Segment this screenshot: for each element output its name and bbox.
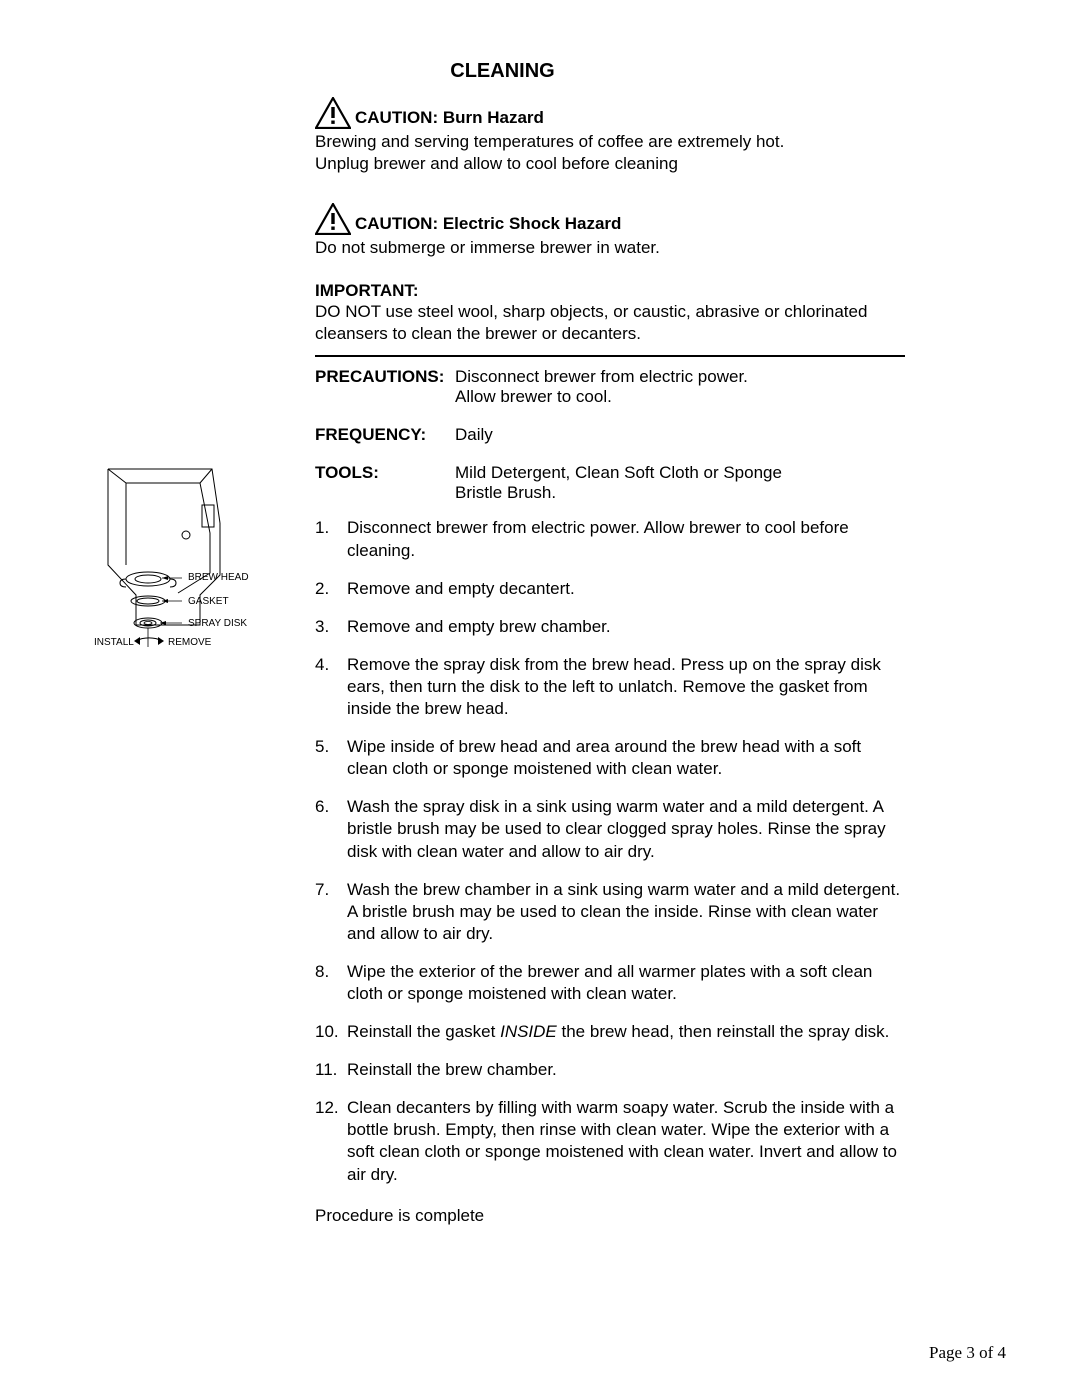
step-item: 6.Wash the spray disk in a sink using wa… xyxy=(315,796,905,862)
frequency-key: FREQUENCY: xyxy=(315,425,455,445)
tools-key: TOOLS: xyxy=(315,463,455,483)
tools-val2: Bristle Brush. xyxy=(455,483,905,503)
precautions-val: Disconnect brewer from electric power. xyxy=(455,367,905,387)
step-number: 6. xyxy=(315,796,347,862)
step-text: Wipe inside of brew head and area around… xyxy=(347,736,905,780)
page-footer: Page 3 of 4 xyxy=(929,1343,1006,1363)
tools-val: Mild Detergent, Clean Soft Cloth or Spon… xyxy=(455,463,905,483)
important-text: DO NOT use steel wool, sharp objects, or… xyxy=(315,301,905,345)
step-text: Reinstall the gasket INSIDE the brew hea… xyxy=(347,1021,905,1043)
precautions-val2: Allow brewer to cool. xyxy=(455,387,905,407)
caution-burn-label: CAUTION: Burn Hazard xyxy=(355,108,544,129)
caution-burn-text2: Unplug brewer and allow to cool before c… xyxy=(315,153,905,175)
step-number: 8. xyxy=(315,961,347,1005)
step-number: 4. xyxy=(315,654,347,720)
step-item: 10.Reinstall the gasket INSIDE the brew … xyxy=(315,1021,905,1043)
step-number: 2. xyxy=(315,578,347,600)
procedure-complete: Procedure is complete xyxy=(315,1206,905,1226)
page-title: CLEANING xyxy=(100,60,905,83)
caution-shock: CAUTION: Electric Shock Hazard xyxy=(315,203,905,235)
warning-icon xyxy=(315,203,351,235)
brewer-diagram: BREW HEAD GASKET SPRAY DISK INSTALL REMO… xyxy=(100,465,310,675)
step-number: 1. xyxy=(315,517,347,561)
step-text: Wipe the exterior of the brewer and all … xyxy=(347,961,905,1005)
caution-shock-text: Do not submerge or immerse brewer in wat… xyxy=(315,237,905,259)
warning-icon xyxy=(315,97,351,129)
diagram-label-brewhead: BREW HEAD xyxy=(188,572,249,583)
frequency-row: FREQUENCY: Daily xyxy=(315,425,905,445)
step-number: 11. xyxy=(315,1059,347,1081)
step-text: Wash the spray disk in a sink using warm… xyxy=(347,796,905,862)
tools-row: TOOLS: Mild Detergent, Clean Soft Cloth … xyxy=(315,463,905,483)
caution-burn: CAUTION: Burn Hazard xyxy=(315,97,905,129)
step-item: 4.Remove the spray disk from the brew he… xyxy=(315,654,905,720)
steps-list: 1.Disconnect brewer from electric power.… xyxy=(315,517,905,1185)
step-text: Remove the spray disk from the brew head… xyxy=(347,654,905,720)
caution-burn-text1: Brewing and serving temperatures of coff… xyxy=(315,131,905,153)
step-number: 7. xyxy=(315,879,347,945)
step-number: 12. xyxy=(315,1097,347,1185)
step-item: 12.Clean decanters by filling with warm … xyxy=(315,1097,905,1185)
step-item: 5.Wipe inside of brew head and area arou… xyxy=(315,736,905,780)
step-text: Clean decanters by filling with warm soa… xyxy=(347,1097,905,1185)
step-item: 11.Reinstall the brew chamber. xyxy=(315,1059,905,1081)
diagram-label-spraydisk: SPRAY DISK xyxy=(188,618,247,629)
step-number: 3. xyxy=(315,616,347,638)
frequency-val: Daily xyxy=(455,425,905,445)
step-number: 10. xyxy=(315,1021,347,1043)
step-text: Remove and empty decantert. xyxy=(347,578,905,600)
precautions-key: PRECAUTIONS: xyxy=(315,367,455,387)
step-text: Remove and empty brew chamber. xyxy=(347,616,905,638)
diagram-label-gasket: GASKET xyxy=(188,596,229,607)
diagram-label-remove: REMOVE xyxy=(168,637,211,648)
important-label: IMPORTANT: xyxy=(315,281,905,301)
step-item: 1.Disconnect brewer from electric power.… xyxy=(315,517,905,561)
step-item: 3.Remove and empty brew chamber. xyxy=(315,616,905,638)
step-item: 8.Wipe the exterior of the brewer and al… xyxy=(315,961,905,1005)
precautions-row: PRECAUTIONS: Disconnect brewer from elec… xyxy=(315,367,905,387)
step-text: Wash the brew chamber in a sink using wa… xyxy=(347,879,905,945)
step-item: 2.Remove and empty decantert. xyxy=(315,578,905,600)
step-text: Disconnect brewer from electric power. A… xyxy=(347,517,905,561)
divider xyxy=(315,355,905,357)
step-text: Reinstall the brew chamber. xyxy=(347,1059,905,1081)
step-item: 7.Wash the brew chamber in a sink using … xyxy=(315,879,905,945)
caution-shock-label: CAUTION: Electric Shock Hazard xyxy=(355,214,621,235)
diagram-label-install: INSTALL xyxy=(94,637,134,648)
step-number: 5. xyxy=(315,736,347,780)
